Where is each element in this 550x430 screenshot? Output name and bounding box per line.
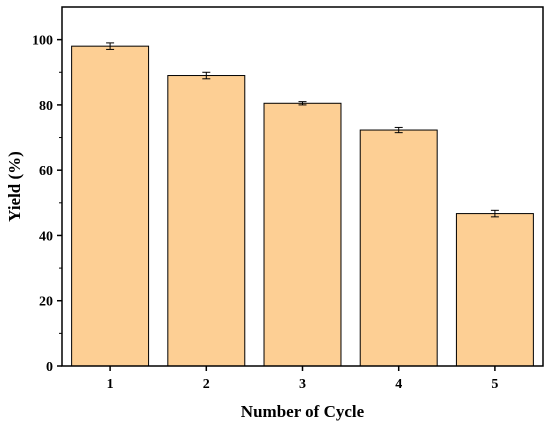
y-axis: 0 20 40 60 80 100 xyxy=(32,34,62,375)
error-bar-2 xyxy=(202,71,211,80)
y-tick-label-80: 80 xyxy=(39,99,53,114)
bar-5 xyxy=(455,213,534,367)
error-bar-1 xyxy=(106,42,115,50)
error-bars-layer xyxy=(106,42,499,218)
error-bar-5 xyxy=(490,209,499,218)
x-tick-label-2: 2 xyxy=(203,377,210,392)
bar-2 xyxy=(167,75,246,367)
error-bar-3 xyxy=(298,101,307,106)
bars-layer xyxy=(71,45,534,367)
y-tick-label-0: 0 xyxy=(46,360,53,375)
x-tick-label-3: 3 xyxy=(299,377,306,392)
x-axis-title: Number of Cycle xyxy=(241,402,365,421)
x-tick-label-1: 1 xyxy=(107,377,114,392)
y-tick-label-100: 100 xyxy=(32,34,53,49)
y-axis-title: Yield (%) xyxy=(5,151,24,222)
x-tick-label-5: 5 xyxy=(491,377,498,392)
error-bar-4 xyxy=(394,126,403,134)
bar-4 xyxy=(359,129,438,367)
x-tick-label-4: 4 xyxy=(395,377,402,392)
y-tick-label-20: 20 xyxy=(39,295,53,310)
y-tick-label-40: 40 xyxy=(39,229,53,244)
bar-3 xyxy=(263,102,342,367)
bar-1 xyxy=(71,45,150,367)
x-axis: 1 2 3 4 5 xyxy=(107,366,498,392)
y-tick-label-60: 60 xyxy=(39,164,53,179)
